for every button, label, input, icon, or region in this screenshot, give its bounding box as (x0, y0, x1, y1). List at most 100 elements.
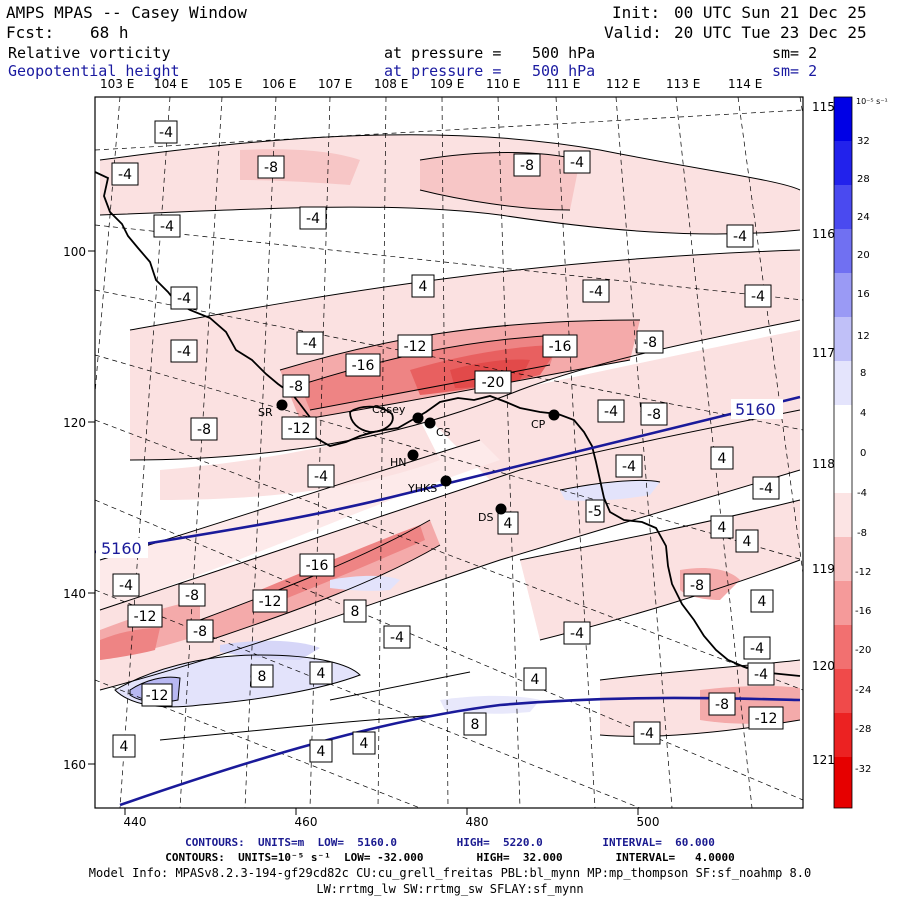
vorticity-label: 4 (317, 744, 326, 760)
vorticity-label: -12 (404, 339, 427, 355)
vorticity-label: -4 (314, 469, 328, 485)
top-lon-label: 103 E (100, 77, 135, 91)
y-tick-label: 140 (63, 587, 86, 601)
x-tick-labels: 440 460 480 500 (124, 815, 660, 829)
valid-label: Valid: (604, 23, 662, 42)
vorticity-label: 8 (258, 669, 267, 685)
x-tick-label: 480 (466, 815, 489, 829)
vorticity-label: -4 (733, 229, 747, 245)
colorbar-label: 20 (857, 250, 870, 261)
field-2-pressure-value: 500 hPa (532, 62, 596, 80)
vorticity-label: -16 (352, 358, 375, 374)
vorticity-label: -8 (264, 160, 278, 176)
colorbar-label: 0 (860, 448, 866, 459)
colorbar-label: -12 (855, 567, 871, 578)
vorticity-label: -8 (197, 422, 211, 438)
model-info-physics: LW:rrtmg_lw SW:rrtmg_sw SFLAY:sf_mynn (316, 882, 584, 896)
station-marker (548, 409, 560, 421)
height-labels: 5160 5160 (96, 399, 783, 558)
field-2-smoothing: sm= 2 (772, 62, 818, 80)
vorticity-label: -4 (118, 167, 132, 183)
vorticity-label: -5 (588, 504, 602, 520)
station-label: SR (258, 406, 273, 419)
station-marker (407, 449, 419, 461)
height-label: 5160 (735, 400, 776, 419)
colorbar-label: -24 (855, 685, 871, 696)
top-lon-label: 104 E (154, 77, 189, 91)
top-lon-label: 112 E (606, 77, 641, 91)
vorticity-label: -12 (146, 688, 169, 704)
colorbar-label: -4 (857, 488, 867, 499)
vorticity-label: 8 (351, 604, 360, 620)
vorticity-label: -16 (306, 558, 329, 574)
vorticity-label: -8 (690, 578, 704, 594)
colorbar-label: -20 (855, 645, 871, 656)
vorticity-label: 4 (120, 739, 129, 755)
y-tick-label: 100 (63, 245, 86, 259)
station-label: HN (390, 456, 407, 469)
field-2-pressure-label: at pressure = (384, 62, 502, 80)
forecast-hour: 68 h (90, 23, 129, 42)
station-marker (412, 412, 424, 424)
colorbar-label: -28 (855, 724, 871, 735)
colorbar-label: 4 (860, 408, 866, 419)
top-lon-label: 105 E (208, 77, 243, 91)
vorticity-label: -8 (520, 158, 534, 174)
field-1-name: Relative vorticity (8, 44, 171, 62)
colorbar-label: -32 (855, 764, 871, 775)
vorticity-label: -8 (289, 379, 303, 395)
axis-ticks (88, 250, 639, 815)
y-tick-label: 120 (63, 416, 86, 430)
x-tick-label: 460 (295, 815, 318, 829)
top-lon-label: 114 E (728, 77, 763, 91)
map-title: AMPS MPAS -- Casey Window (6, 3, 247, 22)
station-label: CS (436, 426, 451, 439)
top-lon-label: 109 E (430, 77, 465, 91)
top-lon-label: 111 E (546, 77, 581, 91)
vorticity-label: -12 (288, 421, 311, 437)
vorticity-label: -16 (549, 339, 572, 355)
station-label: DS (478, 511, 493, 524)
vorticity-label: -4 (390, 630, 404, 646)
height-contour-info: CONTOURS: UNITS=m LOW= 5160.0 HIGH= 5220… (185, 836, 715, 849)
top-lon-label: 108 E (374, 77, 409, 91)
vorticity-label: 4 (743, 534, 752, 550)
colorbar-label: 8 (860, 368, 866, 379)
colorbar-label: 12 (857, 331, 870, 342)
vorticity-label: -8 (715, 697, 729, 713)
model-info: Model Info: MPASv8.2.3-194-gf29cd82c CU:… (88, 866, 812, 880)
vorticity-label: -4 (759, 481, 773, 497)
colorbar-label: 24 (857, 212, 870, 223)
lat-lon-grid (95, 97, 803, 808)
vorticity-label: -4 (604, 404, 618, 420)
vorticity-label: -4 (159, 125, 173, 141)
vorticity-label: -4 (640, 726, 654, 742)
vorticity-label: -12 (755, 711, 778, 727)
field-1-pressure-label: at pressure = (384, 44, 502, 62)
top-lon-label: 113 E (666, 77, 701, 91)
vorticity-label: -4 (177, 344, 191, 360)
vorticity-label: -4 (570, 626, 584, 642)
top-lon-label: 106 E (262, 77, 297, 91)
x-tick-label: 500 (637, 815, 660, 829)
vorticity-label: 4 (718, 451, 727, 467)
vorticity-label: -20 (482, 375, 505, 391)
vorticity-label: -4 (177, 291, 191, 307)
station-marker (276, 399, 288, 411)
vorticity-label: -4 (622, 459, 636, 475)
vorticity-labels: -4 -8 -4 -8 -4 -4 -4 -4 -4 4 -4 -4 -4 -1… (111, 120, 784, 763)
station-label: CP (531, 418, 546, 431)
vorticity-label: -4 (751, 289, 765, 305)
valid-time: 20 UTC Tue 23 Dec 25 (674, 23, 867, 42)
vorticity-contour-info: CONTOURS: UNITS=10⁻⁵ s⁻¹ LOW= -32.000 HI… (165, 851, 735, 864)
station-marker (440, 475, 452, 487)
field-1-smoothing: sm= 2 (772, 44, 818, 62)
colorbar-label: -8 (857, 528, 867, 539)
vorticity-label: -4 (750, 641, 764, 657)
colorbar-unit: 10⁻⁵ s⁻¹ (856, 97, 888, 106)
plot-frame (94, 96, 804, 809)
vorticity-colorbar (833, 96, 853, 809)
station-marker (424, 417, 436, 429)
vorticity-label: -12 (259, 594, 282, 610)
